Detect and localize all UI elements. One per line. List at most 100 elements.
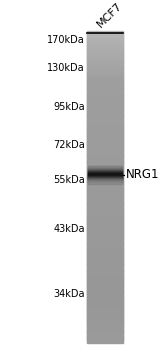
Bar — [87, 263, 123, 264]
Bar — [87, 226, 123, 228]
Bar — [88, 178, 122, 179]
Bar — [87, 155, 123, 157]
Bar — [87, 85, 123, 86]
Bar — [87, 295, 123, 296]
Bar — [87, 138, 123, 140]
Bar — [87, 33, 123, 35]
Bar — [87, 324, 123, 326]
Bar — [87, 187, 123, 189]
Bar — [87, 49, 123, 50]
Bar — [88, 173, 122, 174]
Bar — [88, 173, 122, 174]
Bar — [87, 339, 123, 341]
Bar — [87, 338, 123, 339]
Bar — [87, 217, 123, 218]
Bar — [87, 74, 123, 75]
Bar — [87, 108, 123, 110]
Bar — [87, 142, 123, 144]
Bar — [87, 260, 123, 262]
Bar — [87, 145, 123, 147]
Bar — [87, 293, 123, 294]
Bar — [87, 281, 123, 283]
Bar — [87, 237, 123, 239]
Bar — [87, 163, 123, 164]
Bar — [87, 332, 123, 334]
Bar — [87, 229, 123, 230]
Bar — [87, 222, 123, 224]
Bar — [87, 141, 123, 143]
Bar — [88, 180, 122, 181]
Bar — [87, 104, 123, 105]
Bar — [87, 336, 123, 337]
Bar — [87, 120, 123, 121]
Bar — [87, 238, 123, 239]
Bar — [87, 206, 123, 208]
Bar — [87, 243, 123, 244]
Bar — [87, 287, 123, 288]
Bar — [87, 191, 123, 193]
Bar — [87, 151, 123, 152]
Bar — [87, 111, 123, 112]
Bar — [87, 328, 123, 330]
Bar — [87, 173, 123, 175]
Bar — [87, 335, 123, 337]
Bar — [87, 115, 123, 117]
Bar — [87, 340, 123, 342]
Bar — [88, 172, 122, 173]
Bar — [87, 199, 123, 201]
Bar — [88, 170, 122, 171]
Bar — [88, 172, 122, 173]
Bar — [87, 211, 123, 212]
Bar — [87, 300, 123, 302]
Bar — [87, 313, 123, 314]
Bar — [87, 51, 123, 52]
Bar — [87, 122, 123, 124]
Bar — [87, 103, 123, 105]
Bar — [87, 42, 123, 43]
Bar — [87, 160, 123, 162]
Bar — [87, 82, 123, 83]
Bar — [87, 302, 123, 303]
Bar — [87, 86, 123, 88]
Bar — [87, 186, 123, 187]
Bar — [87, 279, 123, 280]
Bar — [87, 301, 123, 302]
Bar — [87, 232, 123, 234]
Bar — [87, 35, 123, 36]
Bar — [87, 258, 123, 260]
Bar — [87, 180, 123, 182]
Bar — [87, 294, 123, 295]
Bar — [87, 62, 123, 63]
Bar — [87, 92, 123, 94]
Bar — [87, 317, 123, 318]
Bar — [87, 153, 123, 155]
Bar — [87, 171, 123, 173]
Bar — [87, 60, 123, 61]
Bar — [87, 290, 123, 292]
Bar — [87, 297, 123, 299]
Bar — [87, 323, 123, 324]
Bar — [87, 168, 123, 169]
Text: 43kDa: 43kDa — [53, 224, 85, 234]
Bar — [87, 286, 123, 288]
Bar — [87, 96, 123, 98]
Bar — [87, 131, 123, 133]
Bar — [87, 240, 123, 242]
Bar — [87, 231, 123, 232]
Bar — [87, 267, 123, 269]
Bar — [87, 250, 123, 252]
Bar — [87, 341, 123, 342]
Bar — [87, 73, 123, 74]
Bar — [87, 215, 123, 217]
Bar — [88, 168, 122, 169]
Bar — [87, 265, 123, 267]
Bar — [87, 198, 123, 200]
Bar — [87, 102, 123, 103]
Bar — [87, 92, 123, 93]
Bar — [87, 149, 123, 150]
Bar — [87, 101, 123, 102]
Bar — [87, 275, 123, 277]
Bar — [87, 211, 123, 213]
Bar — [87, 91, 123, 92]
Bar — [87, 57, 123, 59]
